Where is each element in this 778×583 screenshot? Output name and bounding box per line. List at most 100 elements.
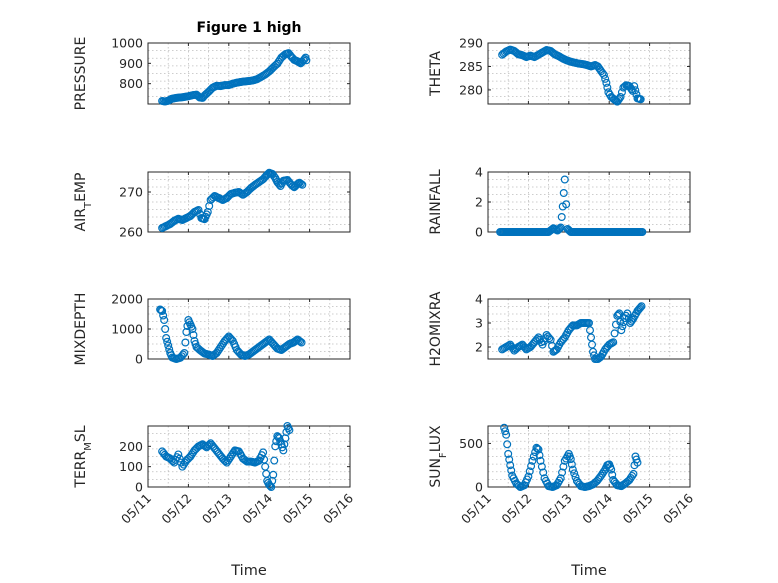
data-point	[599, 70, 608, 79]
data-point	[159, 311, 168, 320]
data-point	[215, 345, 224, 354]
data-point	[558, 468, 567, 477]
data-point	[158, 307, 167, 316]
y-axis-label-subscript: T	[83, 201, 94, 209]
data-point	[506, 461, 515, 470]
data-point	[637, 302, 646, 311]
data-point	[562, 200, 571, 209]
x-tick-label: 05/12	[158, 491, 194, 527]
data-point	[636, 303, 645, 312]
y-tick-label: 4	[475, 292, 483, 307]
x-tick-label: 05/12	[498, 491, 534, 527]
data-point	[270, 456, 279, 465]
data-point	[204, 87, 213, 96]
axes-box	[147, 171, 351, 233]
data-point	[501, 427, 510, 436]
data-point	[224, 456, 233, 465]
x-tick-label: 05/15	[280, 491, 316, 527]
chart-title: Figure 1 high	[197, 20, 302, 36]
x-tick-label: 05/16	[320, 490, 356, 526]
y-axis-label: THETA	[428, 51, 444, 97]
x-tick-label: 05/11	[458, 491, 494, 527]
data-point	[297, 338, 306, 347]
data-point	[180, 349, 189, 358]
data-point	[545, 334, 554, 343]
y-tick-label: 2000	[111, 292, 143, 307]
panel-air-temp: 260 270 AIRTEMP	[73, 168, 351, 240]
data-point	[628, 315, 637, 324]
data-point	[560, 175, 569, 184]
data-point	[212, 349, 221, 358]
data-point	[587, 333, 596, 342]
x-axis-label: Time	[230, 563, 267, 579]
data-point	[602, 78, 611, 87]
y-tick-label: 2	[475, 340, 483, 355]
data-point	[270, 62, 279, 71]
data-point	[179, 460, 188, 469]
y-axis-label: MIXDEPTH	[73, 293, 89, 366]
data-point	[529, 452, 538, 461]
data-point	[161, 325, 170, 334]
y-axis-label: PRESSURE	[73, 37, 89, 111]
data-point	[638, 228, 647, 237]
data-point	[269, 172, 278, 181]
y-tick-label: 1000	[111, 322, 143, 337]
data-point	[505, 455, 514, 464]
data-point	[242, 188, 251, 197]
data-point	[599, 467, 608, 476]
data-point	[559, 335, 568, 344]
data-point	[186, 452, 195, 461]
data-point	[554, 225, 563, 234]
data-point	[635, 304, 644, 313]
x-tick-label: 05/14	[579, 490, 615, 526]
data-point	[503, 440, 512, 449]
y-axis-label-part: THETA	[428, 51, 444, 97]
y-axis-label-part: SUN	[428, 458, 444, 488]
x-tick-label: 05/11	[118, 491, 154, 527]
data-point	[298, 180, 307, 189]
y-tick-label: 0	[135, 352, 143, 367]
y-axis-label-part: EMP	[73, 173, 89, 202]
data-point	[237, 189, 246, 198]
y-tick-label: 0	[475, 225, 483, 240]
data-point	[566, 455, 575, 464]
x-tick-label: 05/13	[199, 491, 235, 527]
data-point	[226, 452, 235, 461]
data-point	[502, 430, 511, 439]
panel-pressure: 800 900 1000 PRESSURE Figure 1 high	[73, 20, 351, 111]
data-point	[302, 56, 311, 65]
data-point	[623, 309, 632, 318]
data-point	[628, 471, 637, 480]
y-axis-label-part: LUX	[428, 425, 444, 452]
data-point	[527, 462, 536, 471]
data-point	[532, 443, 541, 452]
x-tick-label: 05/16	[660, 490, 696, 526]
data-point	[157, 306, 166, 315]
data-point	[534, 445, 543, 454]
data-point	[629, 469, 638, 478]
data-point	[609, 338, 618, 347]
y-tick-label: 260	[119, 225, 143, 240]
data-point	[189, 331, 198, 340]
y-axis-label: H2OMIXRA	[428, 291, 444, 366]
y-axis-label-part: SL	[73, 425, 89, 442]
data-point	[504, 449, 513, 458]
panel-terrmsl: 0 100 200 05/11 05/12 05/13 05/14 05/15 05/16 TER…	[73, 422, 356, 579]
data-point	[174, 450, 183, 459]
data-point	[535, 451, 544, 460]
data-point	[570, 469, 579, 478]
data-point	[536, 456, 545, 465]
data-point	[262, 469, 271, 478]
y-axis-label: TERRMSL	[73, 425, 94, 488]
data-point	[524, 472, 533, 481]
data-point	[186, 212, 195, 221]
x-axis-label: Time	[570, 563, 607, 579]
data-point	[266, 481, 275, 490]
y-tick-label: 285	[459, 59, 483, 74]
data-point	[292, 336, 301, 345]
data-point	[179, 350, 188, 359]
axes-box	[487, 298, 691, 360]
data-point	[615, 309, 624, 318]
data-point	[183, 455, 192, 464]
